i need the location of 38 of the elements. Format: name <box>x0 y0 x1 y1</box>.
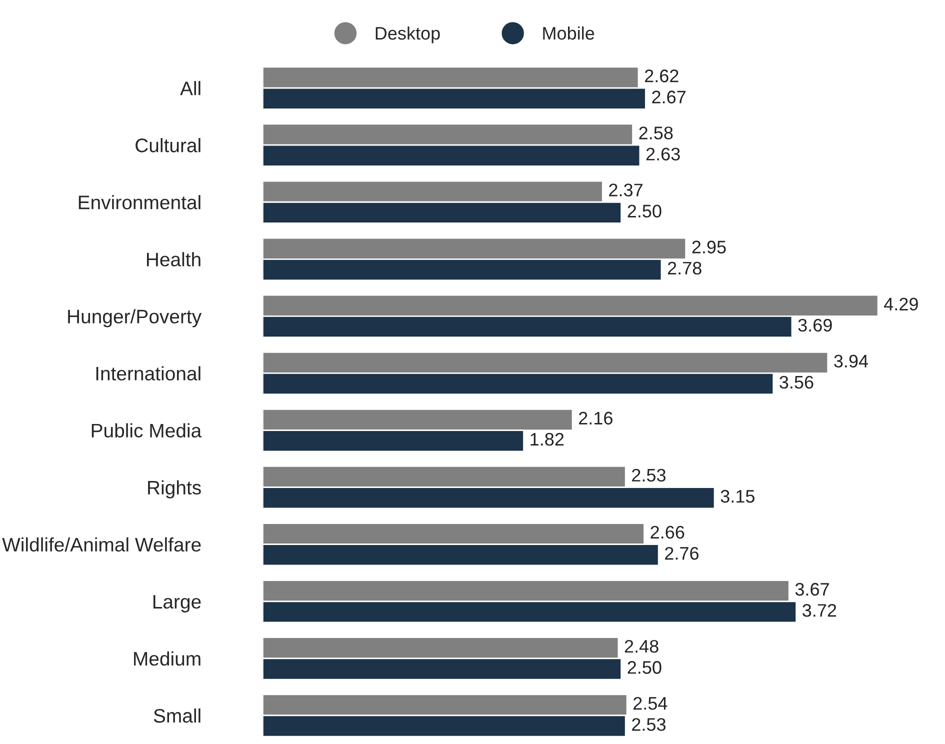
data-label: 3.15 <box>720 490 754 503</box>
y-tick-label: Wildlife/Animal Welfare <box>2 537 201 552</box>
y-tick-label: Medium <box>134 651 200 666</box>
data-label: 3.56 <box>780 376 814 389</box>
y-tick-label: All <box>180 80 200 96</box>
data-label: 2.48 <box>624 640 658 653</box>
y-tick-label: Small <box>154 708 200 723</box>
y-tick-label: Cultural <box>136 138 200 152</box>
y-tick-label: Hunger/Poverty <box>68 309 202 328</box>
y-tick-label: International <box>96 366 200 380</box>
y-tick-label: Large <box>153 595 201 612</box>
legend-label: Desktop <box>376 26 440 44</box>
y-tick-label: Health <box>146 252 200 266</box>
y-tick-label: Environmental <box>78 195 200 210</box>
data-label: 2.50 <box>628 661 662 674</box>
data-label: 2.66 <box>650 526 684 539</box>
legend-label: Mobile <box>543 26 594 40</box>
data-label: 3.67 <box>795 582 829 596</box>
y-tick-label: Public Media <box>92 423 202 438</box>
data-label: 2.16 <box>579 412 612 425</box>
data-label: 2.62 <box>644 70 678 82</box>
data-label: 2.95 <box>692 240 726 254</box>
data-label: 3.94 <box>834 354 868 368</box>
data-label: 2.37 <box>609 184 642 196</box>
data-label: 3.72 <box>802 604 836 617</box>
data-label: 3.69 <box>798 318 832 332</box>
data-label: 1.82 <box>530 432 564 446</box>
data-label: 2.67 <box>652 90 686 104</box>
y-tick-label: Rights <box>148 480 201 498</box>
data-label: 2.76 <box>665 546 698 560</box>
data-label: 2.78 <box>668 262 702 275</box>
data-label: 4.29 <box>884 298 918 310</box>
data-label: 2.63 <box>646 148 680 160</box>
data-label: 2.54 <box>634 696 668 710</box>
data-label: 2.50 <box>628 204 662 218</box>
data-label: 2.58 <box>639 126 673 140</box>
data-label: 2.53 <box>632 718 666 731</box>
data-label: 2.53 <box>632 468 666 482</box>
